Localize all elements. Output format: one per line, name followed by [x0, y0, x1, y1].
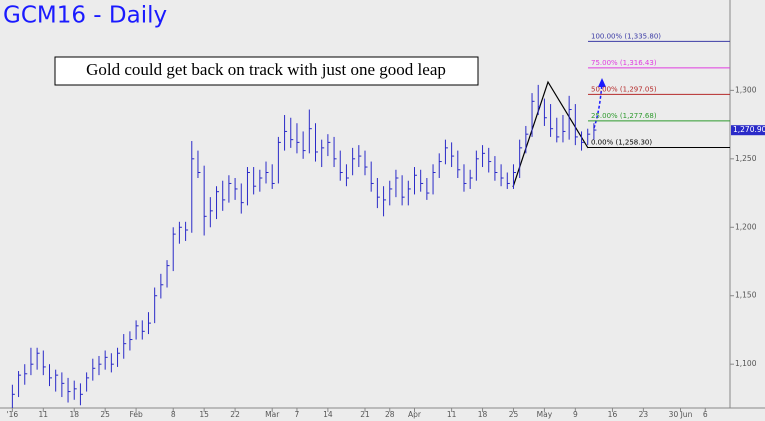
x-tick-label: 15: [199, 410, 209, 419]
x-tick-label: 22: [230, 410, 240, 419]
y-tick-label: 1,100: [735, 359, 757, 368]
x-tick-label: 21: [360, 410, 370, 419]
pattern-line: [512, 80, 589, 188]
x-tick-label: 28: [385, 410, 395, 419]
x-tick-label: 25: [509, 410, 519, 419]
x-tick-label: 11: [39, 410, 49, 419]
annotation-box: [54, 56, 479, 86]
x-tick-label: May: [537, 410, 553, 419]
x-tick-label: Feb: [129, 410, 143, 419]
x-tick-label: 8: [171, 410, 176, 419]
x-tick-label: '16: [7, 410, 19, 419]
last-price-label: 1,270.90: [733, 125, 765, 134]
last-price-box: [731, 125, 765, 136]
fib-label: 100.00% (1,335.80): [591, 32, 661, 40]
fib-label: 75.00% (1,316.43): [591, 59, 657, 67]
fib-label: 25.00% (1,277.68): [591, 112, 657, 120]
x-tick-label: 23: [639, 410, 649, 419]
x-tick-label: 16: [608, 410, 618, 419]
y-tick-label: 1,200: [735, 222, 757, 231]
fib-label: 0.00% (1,258.30): [591, 138, 652, 146]
x-tick-label: 18: [69, 410, 79, 419]
y-tick-label: 1,150: [735, 291, 757, 300]
x-tick-label: 18: [478, 410, 488, 419]
x-tick-label: 6: [703, 410, 708, 419]
x-tick-label: Mar: [265, 410, 280, 419]
x-tick-label: 14: [323, 410, 333, 419]
fib-label: 50.00% (1,297.05): [591, 85, 657, 93]
arrow-head: [598, 78, 606, 87]
x-tick-label: 30 Jun: [669, 410, 693, 419]
x-tick-label: 9: [573, 410, 578, 419]
x-tick-label: 25: [100, 410, 110, 419]
x-tick-label: Apr: [408, 410, 422, 419]
x-tick-label: 7: [295, 410, 300, 419]
x-tick-label: 11: [447, 410, 457, 419]
y-tick-label: 1,300: [735, 85, 757, 94]
y-tick-label: 1,250: [735, 154, 757, 163]
chart-title: GCM16 - Daily: [3, 3, 167, 29]
annotation: Gold could get back on track with just o…: [86, 60, 446, 79]
